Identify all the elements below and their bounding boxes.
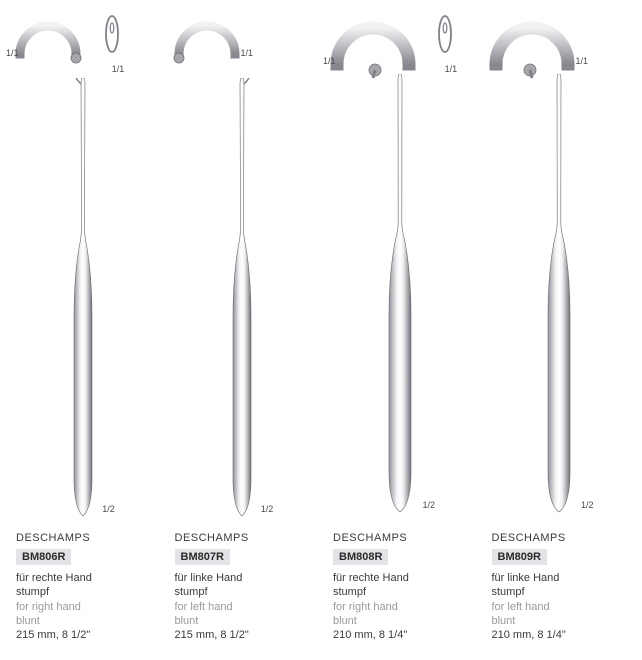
desc-de-line1: für linke Hand [175,571,314,585]
desc-en-line1: for left hand [175,600,314,614]
product-code: BM807R [175,549,230,565]
desc-de-line2: stumpf [16,585,155,599]
product-info: DESCHAMPS BM808R für rechte Hand stumpf … [321,528,480,641]
product-dimensions: 215 mm, 8 1/2" [175,629,314,641]
desc-de-line1: für rechte Hand [333,571,472,585]
scale-ratio: 1/2 [261,504,274,514]
instrument-handle [382,74,418,514]
needle-eye-icon [436,14,454,64]
scale-ratio: 1/1 [241,48,254,58]
scale-ratio: 1/1 [445,64,458,74]
desc-en-line1: for right hand [333,600,472,614]
desc-en-line2: blunt [16,614,155,628]
product-dimensions: 215 mm, 8 1/2" [16,629,155,641]
product-column: 1/1 1/1 1/2 DESCHAMPS BM806R für rechte … [4,8,163,641]
desc-de-line2: stumpf [492,585,631,599]
needle-eye-icon [103,14,121,64]
catalog-row: 1/1 1/1 1/2 DESCHAMPS BM806R für rechte … [0,0,642,641]
product-image-area: 1/1 1/2 [480,8,639,528]
desc-en-line2: blunt [175,614,314,628]
product-image-area: 1/1 1/1 1/2 [321,8,480,528]
product-code: BM806R [16,549,71,565]
product-info: DESCHAMPS BM806R für rechte Hand stumpf … [4,528,163,641]
instrument-handle [66,78,100,518]
scale-ratio: 1/1 [576,56,589,66]
hook-icon [167,14,247,74]
desc-de-line1: für rechte Hand [16,571,155,585]
desc-de-line2: stumpf [175,585,314,599]
product-dimensions: 210 mm, 8 1/4" [333,629,472,641]
desc-en-line2: blunt [333,614,472,628]
product-column: 1/1 1/2 DESCHAMPS BM809R für linke Hand … [480,8,639,641]
product-image-area: 1/1 1/1 1/2 [4,8,163,528]
scale-ratio: 1/2 [102,504,115,514]
product-name: DESCHAMPS [175,532,314,544]
scale-ratio: 1/2 [422,500,435,510]
desc-en-line2: blunt [492,614,631,628]
instrument-handle [225,78,259,518]
product-code: BM809R [492,549,547,565]
product-name: DESCHAMPS [16,532,155,544]
desc-en-line1: for right hand [16,600,155,614]
product-name: DESCHAMPS [333,532,472,544]
scale-ratio: 1/1 [6,48,19,58]
product-code: BM808R [333,549,388,565]
desc-en-line1: for left hand [492,600,631,614]
product-column: 1/1 1/1 1/2 DESCHAMPS BM808R für rechte … [321,8,480,641]
scale-ratio: 1/1 [323,56,336,66]
scale-ratio: 1/1 [112,64,125,74]
desc-de-line1: für linke Hand [492,571,631,585]
product-name: DESCHAMPS [492,532,631,544]
instrument-handle [541,74,577,514]
product-column: 1/1 1/2 DESCHAMPS BM807R für linke Hand … [163,8,322,641]
scale-ratio: 1/2 [581,500,594,510]
product-info: DESCHAMPS BM809R für linke Hand stumpf f… [480,528,639,641]
product-dimensions: 210 mm, 8 1/4" [492,629,631,641]
hook-icon [8,14,88,74]
product-info: DESCHAMPS BM807R für linke Hand stumpf f… [163,528,322,641]
product-image-area: 1/1 1/2 [163,8,322,528]
desc-de-line2: stumpf [333,585,472,599]
